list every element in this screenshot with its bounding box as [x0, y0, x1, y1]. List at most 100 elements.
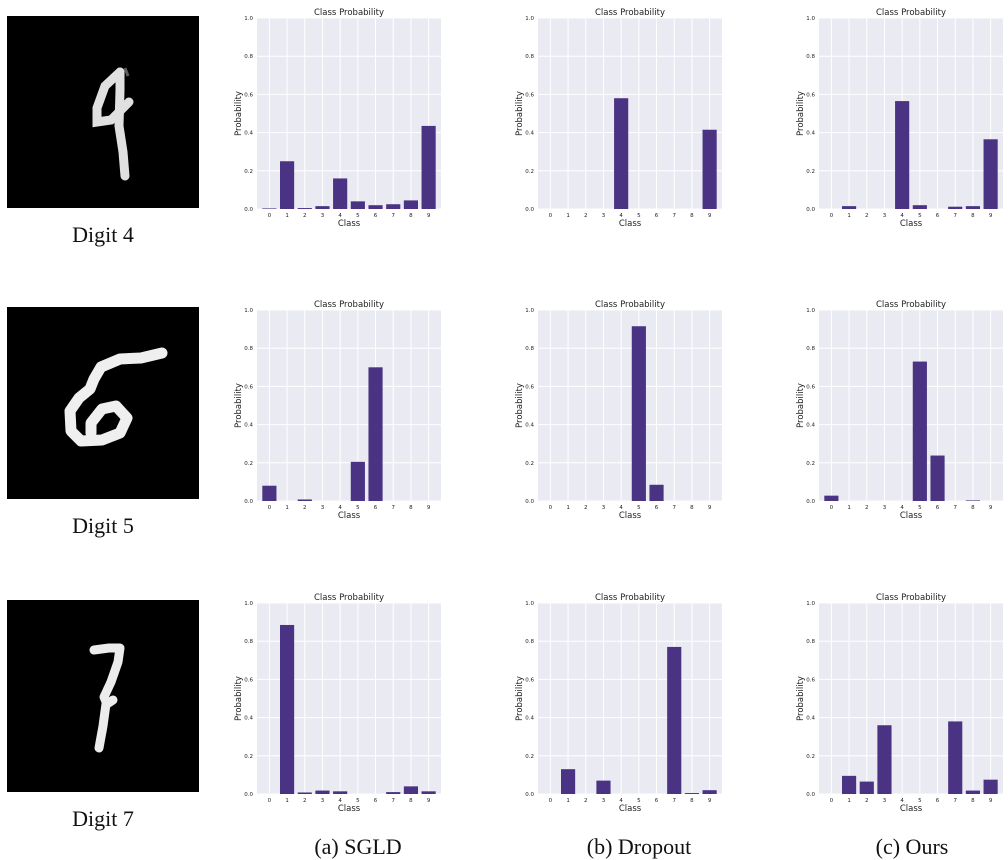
y-tick-label: 0.0: [806, 207, 815, 213]
chart-title: Class Probability: [595, 593, 665, 603]
y-tick-label: 1.0: [525, 16, 534, 22]
x-tick-label: 4: [338, 798, 342, 804]
y-axis-label: Probability: [515, 383, 525, 428]
bar: [842, 206, 857, 209]
x-tick-label: 7: [953, 798, 957, 804]
x-axis-label: Class: [900, 804, 923, 814]
x-tick-label: 7: [672, 505, 676, 511]
y-tick-label: 0.4: [525, 131, 534, 137]
x-tick-label: 6: [655, 213, 659, 219]
bar: [702, 129, 717, 209]
chart-title: Class Probability: [876, 300, 946, 310]
x-axis-label: Class: [619, 511, 642, 521]
x-tick-label: 3: [602, 213, 606, 219]
y-tick-label: 0.2: [806, 754, 815, 760]
chart-ours-digit-4: 0.0 0.2 0.4 0.6 0.8 1.0 0 1 2 3 4 5 6 7 8 9 Class Probab…: [796, 8, 1003, 229]
chart-title: Class Probability: [876, 593, 946, 603]
x-tick-label: 2: [303, 798, 307, 804]
x-tick-label: 1: [285, 505, 289, 511]
bar: [614, 98, 629, 209]
y-tick-label: 1.0: [525, 308, 534, 314]
x-tick-label: 0: [549, 505, 553, 511]
bar: [333, 178, 348, 209]
y-axis-label: Probability: [796, 91, 806, 136]
bar: [561, 769, 576, 794]
x-tick-label: 4: [900, 505, 904, 511]
x-tick-label: 3: [321, 798, 325, 804]
y-tick-label: 1.0: [806, 16, 815, 22]
plot-area: [538, 18, 722, 209]
y-tick-label: 0.0: [244, 207, 253, 213]
y-tick-label: 1.0: [244, 308, 253, 314]
y-axis-label: Probability: [515, 91, 525, 136]
x-tick-label: 4: [338, 213, 342, 219]
x-tick-label: 9: [708, 213, 712, 219]
x-tick-label: 6: [655, 798, 659, 804]
x-tick-label: 6: [374, 798, 378, 804]
bar: [403, 786, 418, 794]
y-tick-label: 0.6: [525, 92, 534, 98]
bar: [403, 200, 418, 209]
y-tick-label: 0.8: [244, 639, 253, 645]
y-tick-label: 0.4: [525, 716, 534, 722]
x-tick-label: 1: [285, 213, 289, 219]
x-tick-label: 1: [566, 213, 570, 219]
y-tick-label: 0.8: [525, 639, 534, 645]
plot-area: [819, 603, 1003, 794]
x-tick-label: 7: [953, 505, 957, 511]
x-tick-label: 8: [409, 213, 413, 219]
x-tick-label: 3: [602, 798, 606, 804]
bar: [386, 792, 401, 794]
chart-dropout-digit-4: 0.0 0.2 0.4 0.6 0.8 1.0 0 1 2 3 4 5 6 7 8 9 Class Probab…: [515, 8, 722, 229]
y-tick-label: 0.8: [806, 54, 815, 60]
x-tick-label: 4: [900, 798, 904, 804]
x-tick-label: 5: [637, 213, 641, 219]
y-tick-label: 0.8: [244, 54, 253, 60]
chart-sgld-digit-7: 0.0 0.2 0.4 0.6 0.8 1.0 0 1 2 3 4 5 6 7 8 9 Class Probab…: [234, 593, 441, 814]
x-tick-label: 1: [847, 213, 851, 219]
y-tick-label: 0.0: [806, 499, 815, 505]
x-tick-label: 8: [409, 798, 413, 804]
y-tick-label: 1.0: [244, 601, 253, 607]
chart-title: Class Probability: [314, 300, 384, 310]
x-tick-label: 2: [865, 213, 869, 219]
x-tick-label: 2: [584, 213, 588, 219]
x-tick-label: 5: [918, 505, 922, 511]
digit-label: Digit 4: [72, 222, 134, 247]
x-tick-label: 6: [936, 213, 940, 219]
y-axis-label: Probability: [234, 91, 244, 136]
y-tick-label: 0.6: [244, 92, 253, 98]
x-axis-label: Class: [338, 804, 361, 814]
y-tick-label: 0.2: [525, 461, 534, 467]
x-tick-label: 6: [374, 505, 378, 511]
x-tick-label: 7: [672, 213, 676, 219]
y-tick-label: 0.0: [806, 792, 815, 798]
bar: [702, 790, 717, 794]
x-tick-label: 4: [900, 213, 904, 219]
bar: [824, 495, 839, 501]
x-axis-label: Class: [900, 511, 923, 521]
digit-5-image: [7, 307, 199, 499]
x-tick-label: 0: [549, 213, 553, 219]
x-tick-label: 3: [321, 213, 325, 219]
x-tick-label: 1: [285, 798, 289, 804]
bar: [948, 206, 963, 209]
x-tick-label: 8: [971, 798, 975, 804]
x-tick-label: 9: [427, 505, 431, 511]
y-tick-label: 0.4: [806, 131, 815, 137]
x-tick-label: 1: [847, 505, 851, 511]
bar: [948, 721, 963, 794]
x-axis-label: Class: [619, 219, 642, 229]
bar: [386, 204, 401, 209]
y-tick-label: 0.6: [525, 677, 534, 683]
x-tick-label: 4: [619, 798, 623, 804]
y-tick-label: 0.2: [244, 461, 253, 467]
x-axis-label: Class: [619, 804, 642, 814]
y-tick-label: 0.2: [525, 754, 534, 760]
bar: [280, 624, 295, 794]
bar: [684, 793, 699, 794]
bar: [421, 125, 436, 209]
x-tick-label: 0: [830, 798, 834, 804]
x-tick-label: 8: [690, 213, 694, 219]
x-tick-label: 2: [865, 505, 869, 511]
